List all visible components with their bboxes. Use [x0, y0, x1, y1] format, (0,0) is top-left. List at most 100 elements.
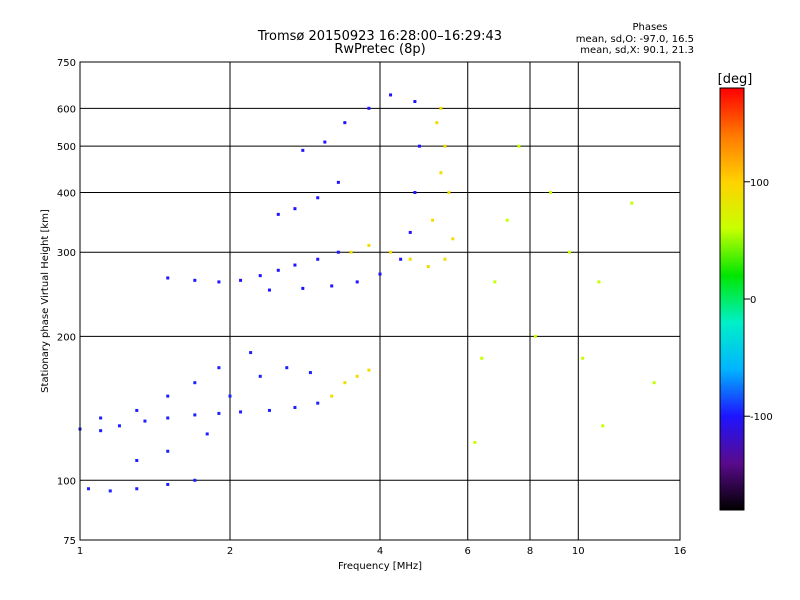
data-point: [630, 201, 634, 205]
data-point: [435, 121, 439, 125]
data-point: [443, 144, 447, 148]
data-point: [285, 366, 289, 370]
data-point: [166, 449, 170, 453]
data-point: [293, 405, 297, 409]
x-tick-label: 6: [465, 546, 471, 557]
data-point: [166, 416, 170, 420]
colorbar-tick-label: -100: [750, 412, 773, 423]
x-tick-label: 16: [674, 546, 687, 557]
data-point: [99, 429, 103, 433]
y-axis-label: Stationary phase Virtual Height [km]: [40, 209, 51, 393]
data-point: [439, 171, 443, 175]
y-tick-label: 75: [63, 536, 76, 547]
data-point: [323, 140, 327, 144]
data-point: [316, 401, 320, 405]
data-point: [193, 278, 197, 282]
data-point: [431, 218, 435, 222]
data-point: [336, 250, 340, 254]
data-point: [267, 408, 271, 412]
data-point: [389, 250, 393, 254]
data-point: [239, 278, 243, 282]
x-tick-label: 4: [377, 546, 383, 557]
data-point: [426, 265, 430, 269]
data-points: [78, 93, 656, 493]
data-point: [597, 280, 601, 284]
data-point: [228, 394, 232, 398]
data-point: [473, 440, 477, 444]
data-point: [239, 410, 243, 414]
data-point: [267, 288, 271, 292]
phase-info-title: Phases: [632, 22, 667, 33]
data-point: [217, 280, 221, 284]
plot-frame: [79, 61, 681, 541]
data-point: [330, 394, 334, 398]
data-point: [447, 190, 451, 194]
data-point: [581, 356, 585, 360]
data-point: [143, 419, 147, 423]
colorbar-tick-label: 0: [750, 295, 756, 306]
data-point: [86, 487, 90, 491]
data-point: [217, 411, 221, 415]
y-tick-label: 300: [57, 248, 76, 259]
grid: [80, 62, 680, 540]
x-axis-ticks: 1 2 4 6 8 10 16: [77, 546, 687, 557]
data-point: [408, 230, 412, 234]
data-point: [399, 257, 403, 261]
data-point: [355, 280, 359, 284]
data-point: [135, 458, 139, 462]
data-point: [193, 413, 197, 417]
phase-info-x: mean, sd,X: 90.1, 21.3: [580, 45, 694, 56]
data-point: [135, 487, 139, 491]
data-point: [367, 243, 371, 247]
data-point: [293, 263, 297, 267]
data-point: [493, 280, 497, 284]
data-point: [378, 272, 382, 276]
y-axis-ticks: 75 100 200 300 400 500 600 750: [57, 58, 76, 547]
y-tick-label: 100: [57, 476, 76, 487]
data-point: [439, 106, 443, 110]
data-point: [135, 408, 139, 412]
data-point: [652, 381, 656, 385]
data-point: [108, 489, 112, 493]
data-point: [343, 381, 347, 385]
colorbar: [719, 87, 745, 511]
data-point: [517, 144, 521, 148]
data-point: [443, 257, 447, 261]
data-point: [276, 268, 280, 272]
data-point: [505, 218, 509, 222]
data-point: [601, 424, 605, 428]
data-point: [99, 416, 103, 420]
data-point: [166, 394, 170, 398]
x-axis-label: Frequency [MHz]: [338, 561, 422, 572]
y-tick-label: 600: [57, 104, 76, 115]
y-tick-label: 400: [57, 188, 76, 199]
chart-title: Tromsø 20150923 16:28:00–16:29:43: [257, 29, 502, 44]
data-point: [367, 106, 371, 110]
data-point: [293, 207, 297, 211]
phase-info-o: mean, sd,O: -97.0, 16.5: [576, 34, 694, 45]
data-point: [389, 93, 393, 97]
y-tick-label: 750: [57, 58, 76, 69]
data-point: [480, 356, 484, 360]
data-point: [308, 371, 312, 375]
data-point: [413, 100, 417, 104]
data-point: [258, 374, 262, 378]
data-point: [336, 180, 340, 184]
data-point: [549, 190, 553, 194]
data-point: [205, 432, 209, 436]
data-point: [567, 250, 571, 254]
data-point: [349, 250, 353, 254]
y-tick-label: 500: [57, 142, 76, 153]
data-point: [451, 237, 455, 241]
x-tick-label: 1: [77, 546, 83, 557]
data-point: [533, 334, 537, 338]
data-point: [217, 366, 221, 370]
data-point: [417, 144, 421, 148]
x-tick-label: 10: [572, 546, 585, 557]
data-point: [316, 257, 320, 261]
data-point: [413, 190, 417, 194]
data-point: [117, 424, 121, 428]
y-tick-label: 200: [57, 332, 76, 343]
data-point: [301, 148, 305, 152]
